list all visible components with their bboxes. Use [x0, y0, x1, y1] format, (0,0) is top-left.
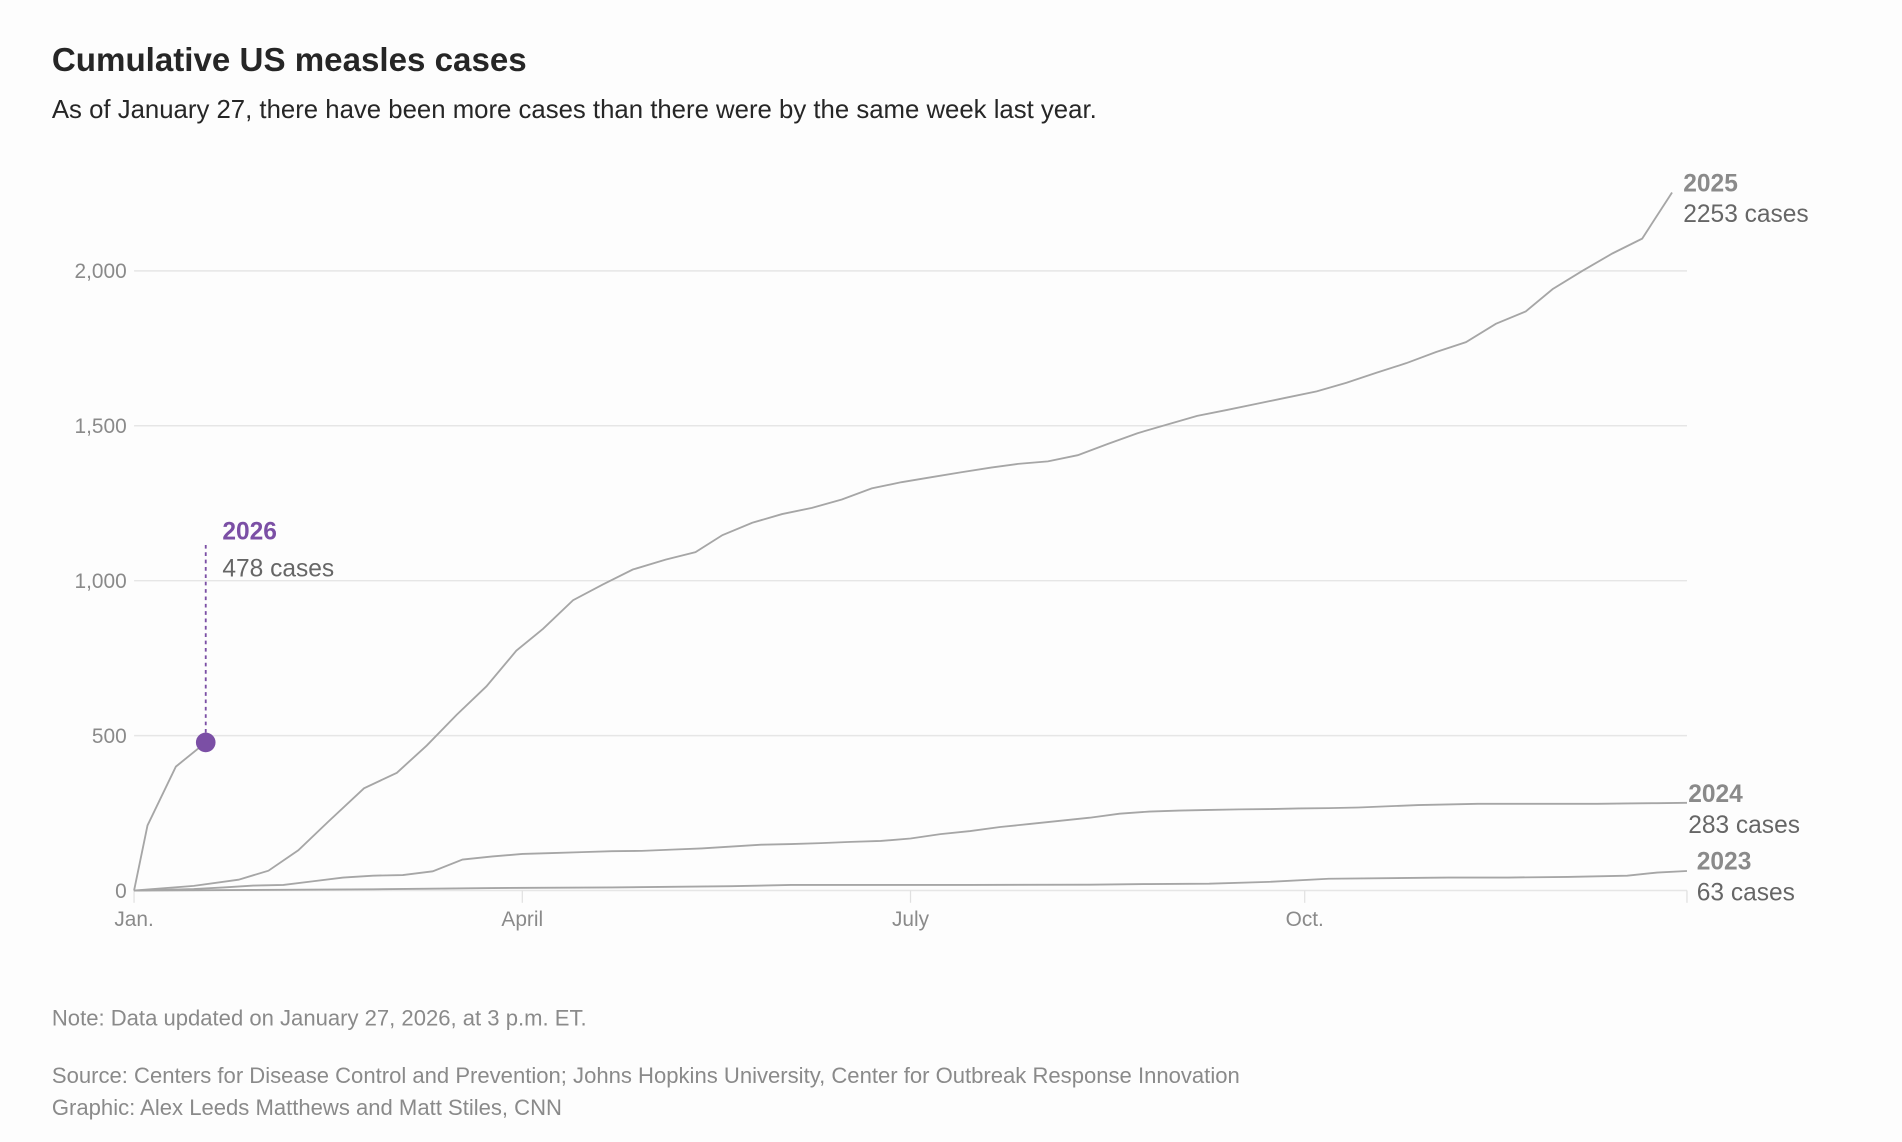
- x-tick-label: July: [892, 908, 930, 931]
- label-cases-2024: 283 cases: [1688, 812, 1800, 839]
- line-2025: [133, 191, 1673, 892]
- x-tick-label: Oct.: [1286, 908, 1324, 931]
- endpoint-2026: [195, 732, 216, 753]
- x-tick-label: April: [501, 908, 543, 931]
- label-year-2024: 2024: [1688, 781, 1743, 808]
- chart-subtitle: As of January 27, there have been more c…: [52, 96, 1097, 124]
- x-tick-label: Jan.: [114, 908, 153, 931]
- y-tick-label: 0: [115, 880, 127, 903]
- y-tick-label: 1,500: [75, 415, 127, 438]
- series-labels: 2023 63 cases 2024 283 cases 2025 2253 cases 2…: [222, 170, 1808, 906]
- label-year-2025: 2025: [1683, 170, 1738, 197]
- label-cases-2023: 63 cases: [1697, 879, 1795, 906]
- footnote: Note: Data updated on January 27, 2026, …: [52, 1005, 587, 1030]
- chart-title: Cumulative US measles cases: [52, 42, 527, 79]
- y-tick-label: 2,000: [75, 260, 127, 283]
- y-tick-label: 500: [92, 725, 127, 748]
- source-note: Source: Centers for Disease Control and …: [52, 1063, 1240, 1088]
- label-cases-2025: 2253 cases: [1683, 201, 1808, 228]
- y-tick-label: 1,000: [75, 570, 127, 593]
- line-2026: [133, 741, 207, 891]
- credit-note: Graphic: Alex Leeds Matthews and Matt St…: [52, 1095, 562, 1120]
- series-lines: [133, 191, 1688, 892]
- line-2023: [134, 870, 1688, 892]
- label-cases-2026: 478 cases: [222, 556, 334, 583]
- grid: 0 500 1,000 1,500 2,000 Jan. April July Oct.: [75, 260, 1688, 931]
- label-year-2023: 2023: [1697, 849, 1752, 876]
- line-2024: [134, 801, 1687, 892]
- label-year-2026: 2026: [222, 519, 277, 546]
